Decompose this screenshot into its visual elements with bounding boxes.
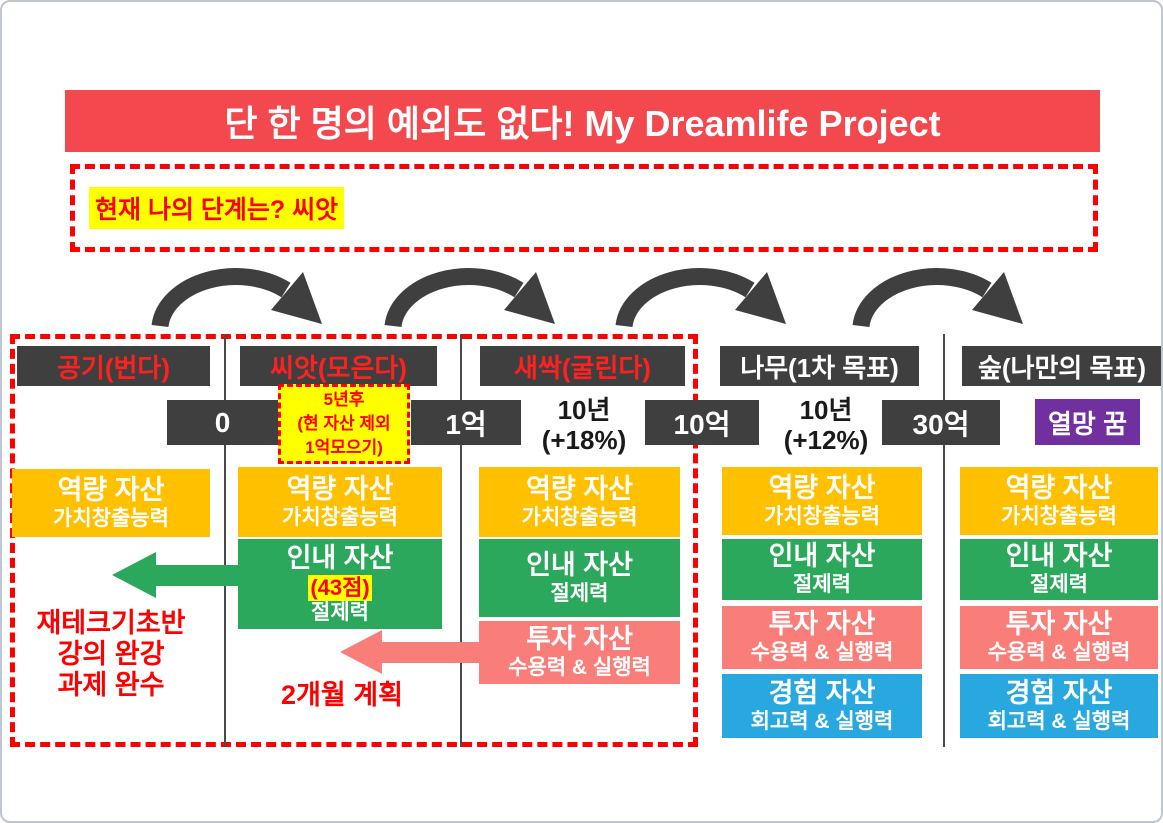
column-divider — [943, 334, 945, 747]
asset-box-competence: 역량 자산 가치창출능력 — [722, 467, 922, 535]
asset-box-experience: 경험 자산 회고력 & 실행력 — [960, 674, 1158, 738]
milestone-1b: 10억 — [645, 400, 759, 445]
seed-goal-note: 5년후 (현 자산 제외 1억모으기) — [278, 384, 410, 464]
milestone-100m: 1억 — [411, 400, 521, 445]
asset-box-patience: 인내 자산 절제력 — [960, 539, 1158, 600]
stage-header-sprout: 새싹(굴린다) — [480, 346, 685, 386]
column-divider — [460, 334, 462, 747]
air-tasks-note: 재테크기초반 강의 완강 과제 완수 — [36, 608, 186, 700]
patience-score: (43점) — [308, 574, 372, 601]
stage-header-air: 공기(번다) — [17, 346, 210, 386]
asset-box-competence: 역량 자산 가치창출능력 — [960, 467, 1158, 535]
asset-box-patience: 인내 자산 절제력 — [479, 539, 680, 617]
asset-box-investment: 투자 자산 수용력 & 실행력 — [960, 606, 1158, 669]
asset-box-patience: 인내 자산 절제력 — [722, 539, 922, 600]
green-left-arrow-icon — [112, 552, 242, 598]
page-title: 단 한 명의 예외도 없다! My Dreamlife Project — [65, 90, 1100, 152]
current-stage-box: 현재 나의 단계는? 씨앗 — [70, 164, 1098, 252]
asset-box-investment: 투자 자산 수용력 & 실행력 — [479, 621, 680, 684]
growth-label-tree: 10년 (+12%) — [783, 395, 869, 455]
column-divider — [224, 334, 226, 747]
curved-arrow-icon — [151, 268, 322, 328]
growth-label-sprout: 10년 (+18%) — [541, 395, 627, 455]
curved-arrow-icon — [615, 268, 786, 328]
asset-box-competence: 역량 자산 가치창출능력 — [479, 467, 680, 537]
asset-box-competence: 역량 자산 가치창출능력 — [12, 469, 210, 537]
dream-goal-box: 열망 꿈 — [1035, 399, 1140, 445]
seed-plan-note: 2개월 계획 — [281, 680, 403, 710]
asset-box-competence: 역량 자산 가치창출능력 — [238, 467, 442, 537]
asset-box-investment: 투자 자산 수용력 & 실행력 — [722, 606, 922, 669]
milestone-0: 0 — [167, 400, 278, 445]
asset-box-patience-scored: 인내 자산 (43점) 절제력 — [238, 539, 442, 629]
milestone-3b: 30억 — [882, 400, 1000, 445]
asset-box-experience: 경험 자산 회고력 & 실행력 — [722, 674, 922, 738]
current-stage-text: 현재 나의 단계는? 씨앗 — [89, 187, 345, 229]
current-progress-region — [10, 334, 698, 747]
curved-arrow-icon — [384, 268, 555, 328]
stage-header-forest: 숲(나만의 목표) — [962, 346, 1161, 386]
curved-arrow-icon — [852, 268, 1023, 328]
stage-header-seed: 씨앗(모은다) — [240, 346, 437, 386]
pink-left-arrow-icon — [340, 630, 480, 674]
stage-header-tree: 나무(1차 목표) — [720, 346, 919, 386]
